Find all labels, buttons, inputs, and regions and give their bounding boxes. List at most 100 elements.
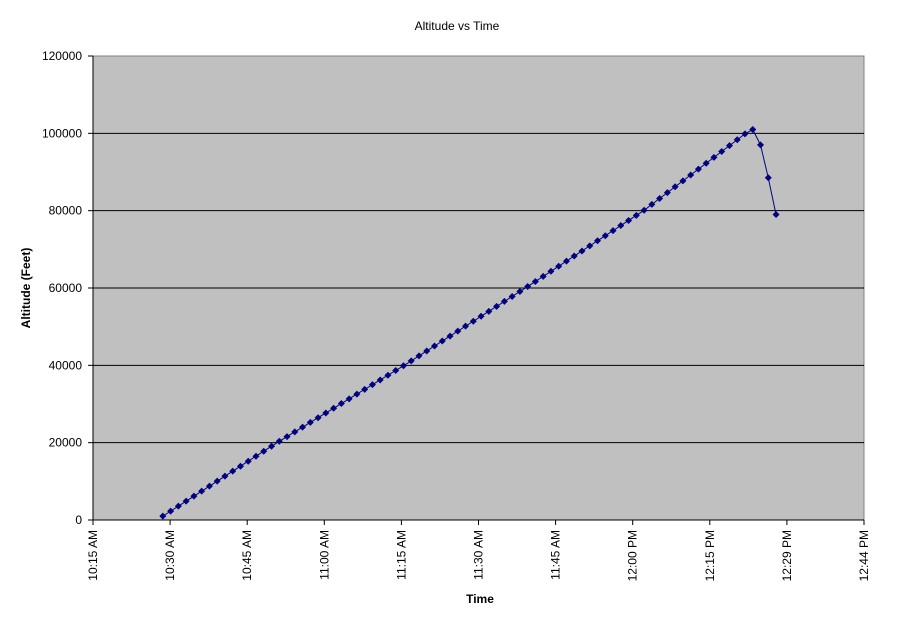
data-point — [415, 352, 423, 360]
x-tick-label: 10:30 AM — [163, 530, 177, 581]
series-altitude — [159, 125, 780, 520]
data-point — [221, 472, 229, 480]
data-point — [291, 428, 299, 436]
data-point — [609, 227, 617, 235]
data-point — [679, 177, 687, 185]
data-point — [477, 312, 485, 320]
data-point — [236, 462, 244, 470]
data-point — [283, 433, 291, 441]
data-point — [663, 189, 671, 197]
data-point — [423, 347, 431, 355]
data-point — [725, 142, 733, 150]
x-tick-label: 12:15 PM — [703, 530, 717, 581]
data-point — [694, 165, 702, 173]
data-point — [322, 409, 330, 417]
y-tick-label: 40000 — [49, 358, 83, 372]
data-point — [167, 507, 175, 515]
data-point — [469, 317, 477, 325]
data-point — [244, 457, 252, 465]
data-point — [260, 447, 268, 455]
y-tick-label: 80000 — [49, 204, 83, 218]
data-point — [205, 482, 213, 490]
data-point — [594, 237, 602, 245]
y-axis-label: Altitude (Feet) — [19, 248, 33, 329]
y-tick-label: 120000 — [42, 49, 82, 63]
data-point — [159, 512, 167, 520]
data-point — [516, 288, 524, 296]
data-point — [508, 292, 516, 300]
data-point — [687, 171, 695, 179]
data-point — [368, 381, 376, 389]
data-point — [198, 487, 206, 495]
data-point — [213, 477, 221, 485]
x-tick-label: 10:45 AM — [240, 530, 254, 581]
data-point — [500, 297, 508, 305]
data-point — [617, 222, 625, 230]
data-point — [268, 442, 276, 450]
x-tick-label: 11:45 AM — [549, 530, 563, 580]
data-point — [531, 277, 539, 285]
data-point — [345, 395, 353, 403]
data-point — [314, 414, 322, 422]
data-point — [648, 200, 656, 208]
data-point — [229, 467, 237, 475]
data-point — [399, 362, 407, 370]
data-point — [337, 400, 345, 408]
data-point — [718, 148, 726, 156]
data-point — [749, 125, 757, 133]
x-tick-label: 10:15 AM — [86, 530, 100, 581]
x-tick-label: 12:00 PM — [626, 530, 640, 581]
data-point — [586, 242, 594, 250]
data-point — [493, 302, 501, 310]
data-point — [299, 423, 307, 431]
data-point — [361, 385, 369, 393]
x-tick-label: 11:00 AM — [317, 530, 331, 580]
data-point — [454, 327, 462, 335]
data-point — [741, 130, 749, 138]
x-axis-label: Time — [466, 592, 494, 606]
data-point — [462, 322, 470, 330]
y-axis: 0 20000 40000 60000 80000 100000 120000 — [42, 49, 94, 527]
data-point — [710, 153, 718, 161]
data-point — [485, 307, 493, 315]
data-point — [632, 211, 640, 219]
x-axis: 10:15 AM 10:30 AM 10:45 AM 11:00 AM 11:15 AM… — [86, 519, 871, 581]
data-point — [431, 342, 439, 350]
data-point — [764, 174, 772, 182]
data-point — [252, 452, 260, 460]
data-point — [702, 159, 710, 167]
data-point — [407, 357, 415, 365]
data-point — [578, 247, 586, 255]
y-tick-label: 60000 — [49, 281, 83, 295]
data-point — [539, 272, 547, 280]
data-point — [524, 283, 532, 291]
x-tick-label: 11:15 AM — [394, 530, 408, 580]
data-point — [570, 252, 578, 260]
data-point — [562, 257, 570, 265]
data-point — [353, 390, 361, 398]
data-point — [330, 404, 338, 412]
data-point — [384, 371, 392, 379]
x-tick-label: 12:44 PM — [857, 530, 871, 581]
data-point — [438, 337, 446, 345]
data-point — [376, 376, 384, 384]
y-tick-label: 0 — [75, 513, 82, 527]
data-point — [733, 136, 741, 144]
data-point — [640, 206, 648, 214]
gridlines — [93, 132, 864, 444]
data-point — [601, 232, 609, 240]
data-point — [656, 195, 664, 203]
data-point — [671, 183, 679, 191]
x-tick-label: 12:29 PM — [780, 530, 794, 581]
y-tick-label: 100000 — [42, 126, 82, 140]
data-point — [174, 502, 182, 510]
data-point — [757, 141, 765, 149]
data-point — [182, 497, 190, 505]
chart-title: Altitude vs Time — [415, 19, 500, 33]
data-point — [392, 367, 400, 375]
data-point — [555, 262, 563, 270]
x-tick-label: 11:30 AM — [472, 530, 486, 580]
data-point — [190, 492, 198, 500]
data-point — [772, 211, 780, 219]
